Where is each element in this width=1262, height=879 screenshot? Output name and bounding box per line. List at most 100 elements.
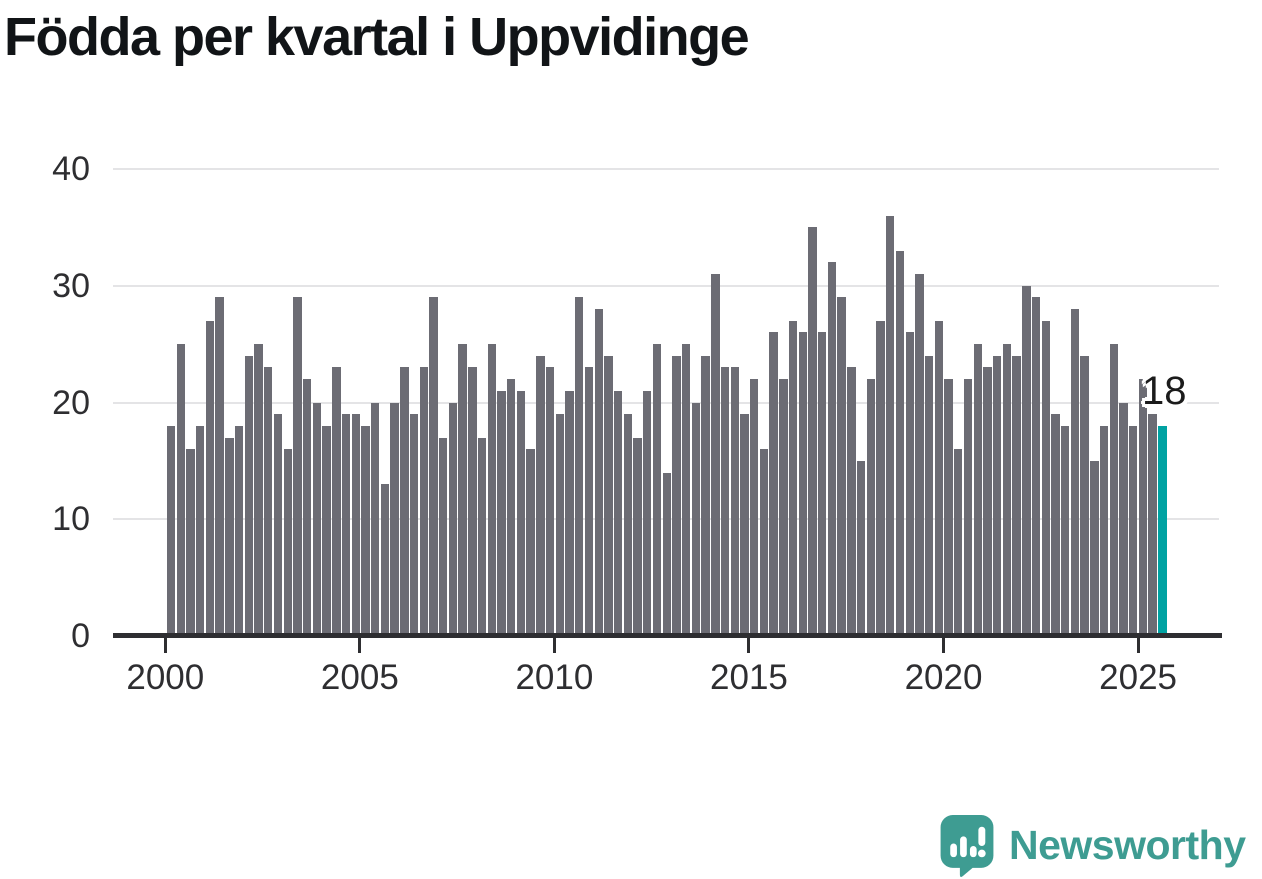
bar-2002-q2[interactable] — [254, 344, 263, 636]
bar-2018-q2[interactable] — [876, 320, 885, 636]
bar-2019-q4[interactable] — [934, 320, 944, 636]
bar-2003-q2[interactable] — [293, 297, 302, 636]
bar-2013-q4[interactable] — [701, 355, 710, 636]
bar-2011-q2[interactable] — [604, 355, 613, 636]
bar-2003-q3[interactable] — [302, 379, 312, 636]
bar-2011-q1[interactable] — [594, 309, 603, 636]
bar-2004-q1[interactable] — [322, 425, 331, 636]
bar-2013-q3[interactable] — [691, 402, 701, 636]
bar-2023-q1[interactable] — [1061, 425, 1070, 636]
bar-2002-q4[interactable] — [273, 414, 283, 636]
bar-2020-q2[interactable] — [954, 449, 963, 636]
bar-2025-q2[interactable] — [1148, 414, 1157, 636]
bar-2007-q3[interactable] — [458, 344, 467, 636]
bar-2004-q2[interactable] — [332, 367, 341, 636]
bar-2021-q1[interactable] — [983, 367, 992, 636]
bar-2024-q2[interactable] — [1109, 344, 1118, 636]
bar-2000-q3[interactable] — [186, 449, 195, 636]
bar-2015-q2[interactable] — [759, 449, 769, 636]
bar-2006-q3[interactable] — [419, 367, 428, 636]
bar-2013-q1[interactable] — [672, 355, 681, 636]
bar-2005-q2[interactable] — [370, 402, 380, 636]
bar-2016-q2[interactable] — [798, 332, 807, 636]
bar-2007-q2[interactable] — [448, 402, 458, 636]
bar-2003-q4[interactable] — [312, 402, 322, 636]
bar-2017-q1[interactable] — [827, 262, 837, 636]
bar-2018-q1[interactable] — [866, 379, 876, 636]
bar-2022-q1[interactable] — [1022, 285, 1031, 636]
bar-2008-q4[interactable] — [507, 379, 516, 636]
bar-2010-q1[interactable] — [555, 414, 565, 636]
bar-2022-q3[interactable] — [1041, 320, 1050, 636]
bar-2000-q1[interactable] — [166, 425, 176, 636]
bar-2004-q4[interactable] — [351, 414, 360, 636]
bar-2023-q3[interactable] — [1080, 355, 1089, 636]
bar-2012-q1[interactable] — [633, 437, 642, 636]
bar-2006-q4[interactable] — [429, 297, 438, 636]
bar-2009-q2[interactable] — [526, 449, 535, 636]
bar-2015-q3[interactable] — [769, 332, 778, 636]
bar-2022-q2[interactable] — [1031, 297, 1041, 636]
bar-2008-q2[interactable] — [487, 344, 496, 636]
bar-2014-q2[interactable] — [720, 367, 730, 636]
bar-2010-q4[interactable] — [584, 367, 594, 636]
bar-2017-q4[interactable] — [856, 460, 866, 636]
bar-2001-q1[interactable] — [205, 320, 215, 636]
bar-2002-q1[interactable] — [244, 355, 254, 636]
bar-2006-q1[interactable] — [400, 367, 409, 636]
bar-2010-q3[interactable] — [575, 297, 584, 636]
bar-2005-q4[interactable] — [390, 402, 399, 636]
bar-2024-q3[interactable] — [1119, 402, 1128, 636]
bar-2016-q3[interactable] — [808, 227, 817, 636]
bar-2020-q3[interactable] — [963, 379, 973, 636]
bar-2002-q3[interactable] — [264, 367, 273, 636]
bar-2011-q4[interactable] — [623, 414, 633, 636]
bar-2019-q1[interactable] — [905, 332, 914, 636]
bar-2021-q2[interactable] — [992, 355, 1002, 636]
bar-2008-q3[interactable] — [497, 390, 506, 636]
bar-2014-q4[interactable] — [740, 414, 749, 636]
bar-2012-q2[interactable] — [643, 390, 652, 636]
bar-2006-q2[interactable] — [409, 414, 419, 636]
bar-2000-q4[interactable] — [196, 425, 205, 636]
bar-2024-q4[interactable] — [1129, 425, 1138, 636]
bar-2014-q3[interactable] — [730, 367, 739, 636]
bar-2021-q3[interactable] — [1002, 344, 1012, 636]
bar-2000-q2[interactable] — [176, 344, 185, 636]
bar-2014-q1[interactable] — [711, 274, 720, 636]
bar-2018-q3[interactable] — [886, 215, 895, 636]
bar-2019-q3[interactable] — [924, 355, 934, 636]
bar-2009-q1[interactable] — [516, 390, 526, 636]
bar-2017-q2[interactable] — [837, 297, 846, 636]
bar-2007-q1[interactable] — [439, 437, 448, 636]
bar-2022-q4[interactable] — [1051, 414, 1060, 636]
bar-2009-q3[interactable] — [536, 355, 545, 636]
bar-2001-q2[interactable] — [215, 297, 224, 636]
bar-2008-q1[interactable] — [477, 437, 487, 636]
bar-2007-q4[interactable] — [468, 367, 477, 636]
bar-2015-q4[interactable] — [779, 379, 788, 636]
bar-2003-q1[interactable] — [283, 449, 292, 636]
bar-2012-q4[interactable] — [662, 472, 671, 636]
bar-2001-q3[interactable] — [225, 437, 234, 636]
bar-2017-q3[interactable] — [847, 367, 856, 636]
bar-2009-q4[interactable] — [545, 367, 555, 636]
bar-2018-q4[interactable] — [895, 250, 905, 636]
bar-2019-q2[interactable] — [915, 274, 924, 636]
bar-2023-q2[interactable] — [1070, 309, 1080, 636]
bar-2010-q2[interactable] — [565, 390, 574, 636]
bar-2011-q3[interactable] — [613, 390, 623, 636]
bar-2001-q4[interactable] — [234, 425, 244, 636]
bar-2005-q1[interactable] — [361, 425, 370, 636]
bar-2020-q4[interactable] — [973, 344, 982, 636]
bar-2016-q4[interactable] — [818, 332, 827, 636]
bar-2012-q3[interactable] — [652, 344, 662, 636]
bar-2016-q1[interactable] — [788, 320, 798, 636]
newsworthy-logo[interactable]: Newsworthy — [939, 814, 1246, 877]
bar-2025-q1[interactable] — [1138, 379, 1148, 636]
bar-2013-q2[interactable] — [681, 344, 691, 636]
bar-2015-q1[interactable] — [750, 379, 759, 636]
bar-2004-q3[interactable] — [341, 414, 351, 636]
bar-2005-q3[interactable] — [380, 484, 390, 636]
bar-2020-q1[interactable] — [944, 379, 953, 636]
